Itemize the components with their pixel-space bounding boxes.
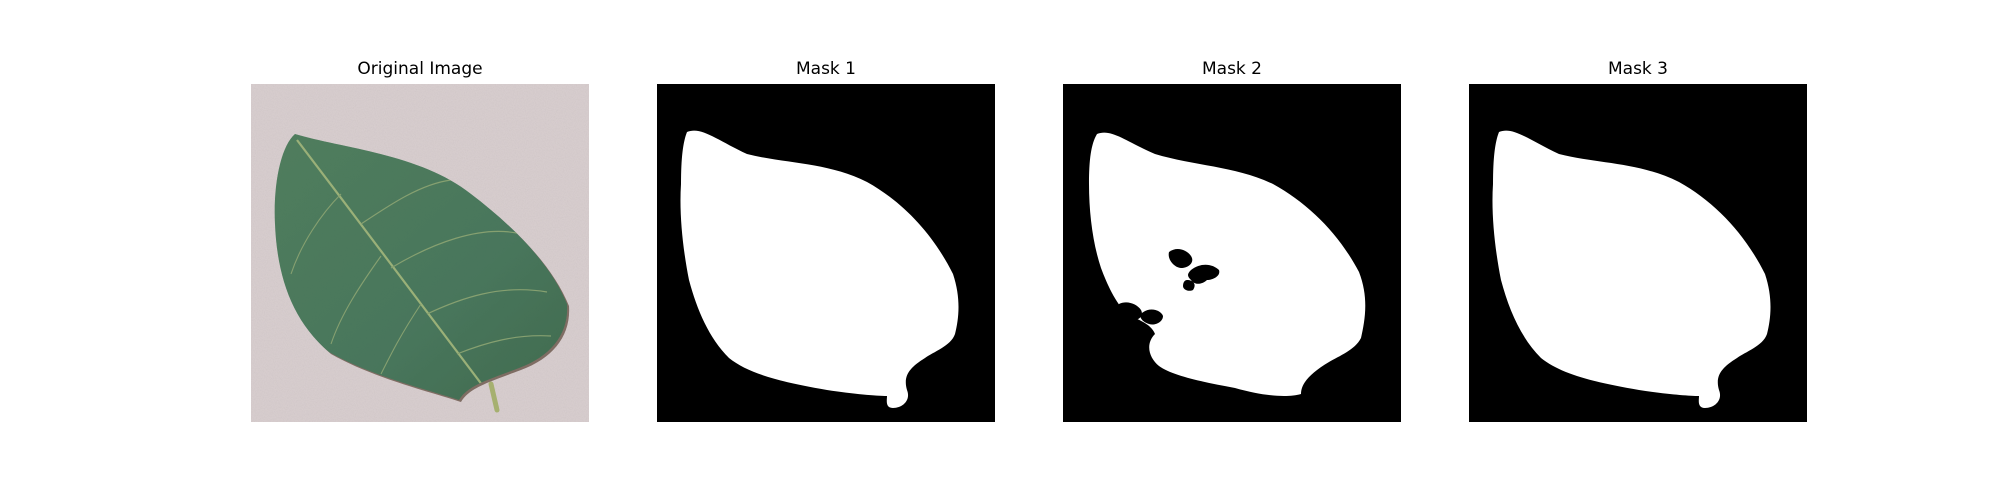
- mask-2-hole: [1168, 249, 1193, 268]
- mask-3-foreground: [1492, 130, 1771, 408]
- leaf-photo: [251, 84, 589, 422]
- mask-3-image: [1469, 84, 1807, 422]
- mask-3-panel: [1469, 84, 1807, 422]
- mask-2-hole: [1183, 280, 1195, 291]
- panel-title-mask-3: Mask 3: [1607, 59, 1668, 79]
- mask-2-foreground: [1089, 132, 1366, 396]
- panel-title-mask-2: Mask 2: [1201, 59, 1262, 79]
- panel-title-original-image: Original Image: [357, 59, 483, 79]
- mask-2-hole: [1117, 302, 1142, 321]
- leaf-stem: [488, 381, 500, 413]
- original-image-panel: [251, 84, 589, 422]
- mask-1-image: [657, 84, 995, 422]
- panel-title-mask-1: Mask 1: [795, 59, 856, 79]
- mask-1-foreground: [680, 130, 959, 408]
- mask-2-hole: [1188, 264, 1220, 284]
- mask-1-panel: [657, 84, 995, 422]
- mask-2-panel: [1063, 84, 1401, 422]
- mask-2-image: [1063, 84, 1401, 422]
- mask-2-hole: [1140, 309, 1163, 325]
